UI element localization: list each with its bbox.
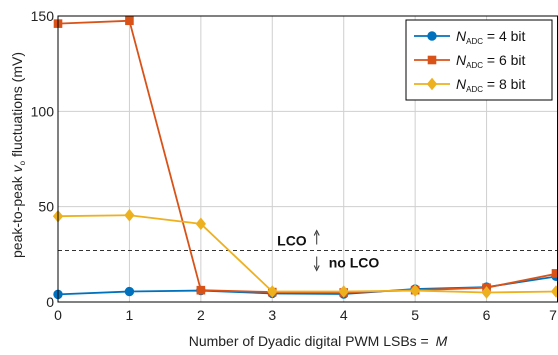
data-point bbox=[124, 208, 135, 222]
tick-labels: 0 1 2 3 4 5 6 7 0 50 100 150 bbox=[31, 8, 557, 323]
y-tick-label: 0 bbox=[46, 294, 54, 310]
arrow-down-head bbox=[313, 265, 320, 272]
lco-threshold: LCO no LCO bbox=[58, 229, 558, 272]
y-tick-label: 100 bbox=[31, 103, 55, 119]
data-point bbox=[196, 285, 206, 295]
no-lco-label: no LCO bbox=[329, 255, 380, 271]
data-point bbox=[125, 16, 134, 26]
series-3 bbox=[52, 208, 558, 299]
x-tick-label: 4 bbox=[340, 307, 348, 323]
y-tick-label: 150 bbox=[31, 8, 55, 24]
x-tick-label: 2 bbox=[197, 307, 205, 323]
data-point bbox=[267, 285, 278, 298]
x-tick-label: 6 bbox=[483, 307, 491, 323]
data-point bbox=[338, 285, 349, 298]
legend-entry: NADC = 4 bit bbox=[414, 28, 526, 46]
series-line bbox=[57, 214, 558, 294]
arrow-up-head bbox=[313, 229, 320, 236]
legend-marker bbox=[427, 31, 437, 41]
legend-entry: NADC = 8 bit bbox=[414, 76, 526, 94]
legend-label: NADC = 6 bit bbox=[456, 52, 526, 70]
legend-entry: NADC = 6 bit bbox=[414, 52, 526, 70]
data-point bbox=[124, 286, 135, 297]
legend-label: NADC = 8 bit bbox=[456, 76, 526, 94]
lco-label: LCO bbox=[277, 233, 307, 249]
x-tick-label: 3 bbox=[268, 307, 276, 323]
data-point bbox=[195, 217, 207, 231]
y-axis-label: peak-to-peak vo fluctuations (mV) bbox=[9, 52, 27, 258]
data-point bbox=[409, 284, 421, 297]
x-tick-label: 1 bbox=[126, 307, 134, 323]
data-point bbox=[481, 286, 492, 299]
x-tick-label: 0 bbox=[54, 307, 62, 323]
legend: NADC = 4 bit NADC = 6 bit NADC = 8 bit bbox=[405, 19, 553, 101]
y-tick-label: 50 bbox=[38, 199, 54, 215]
x-tick-label: 7 bbox=[549, 307, 557, 323]
legend-marker bbox=[426, 77, 438, 91]
x-axis-label: Number of Dyadic digital PWM LSBs = M bbox=[189, 333, 448, 349]
data-point bbox=[551, 269, 558, 278]
legend-label: NADC = 4 bit bbox=[456, 28, 526, 46]
x-tick-label: 5 bbox=[411, 307, 419, 323]
legend-marker bbox=[427, 55, 437, 65]
data-point bbox=[550, 285, 558, 298]
series-layer bbox=[52, 16, 558, 300]
